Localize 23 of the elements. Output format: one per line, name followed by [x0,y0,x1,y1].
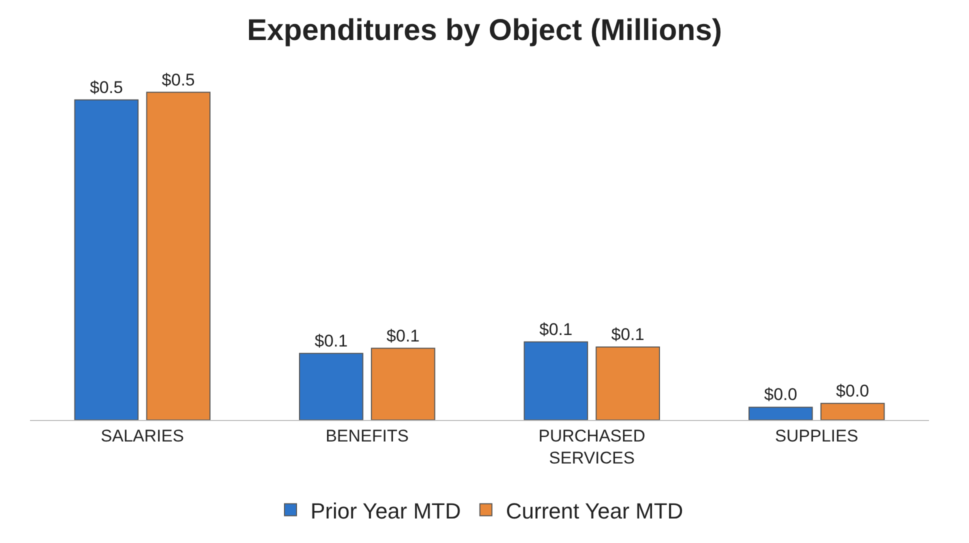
legend-label: Prior Year MTD [310,498,461,524]
bar [370,348,436,420]
x-tick-label: BENEFITS [326,426,409,446]
data-label: $0.0 [836,381,870,400]
data-label: $0.1 [611,325,644,344]
data-label: $0.5 [90,78,123,97]
legend-label: Current Year MTD [506,498,684,524]
bar [748,406,813,420]
bar [74,99,139,420]
bar [596,346,660,420]
bar [146,92,210,420]
chart-title: Expenditures by Object (Millions) [246,14,722,48]
bar [524,341,588,420]
data-label: $0.1 [539,320,572,339]
x-tick-label: SALARIES [100,426,184,446]
bar [299,352,364,420]
data-label: $0.1 [386,326,420,346]
data-label: $0.5 [162,70,195,90]
x-tick-label: SUPPLIES [775,426,858,446]
x-tick-label: PURCHASED SERVICES [538,426,646,468]
data-label: $0.0 [764,385,798,404]
data-label: $0.1 [314,331,348,350]
bar [820,402,885,420]
